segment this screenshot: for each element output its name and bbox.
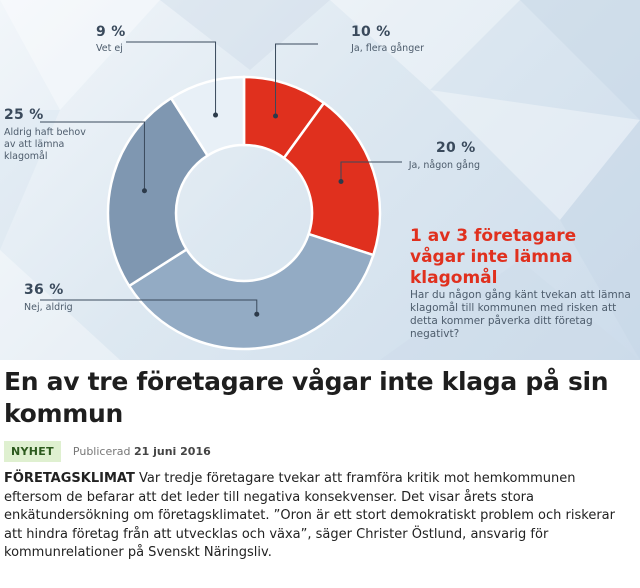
survey-question: Har du någon gång känt tvekan att lämna …: [410, 289, 631, 340]
lead-text: Var tredje företagare tvekar att framför…: [4, 471, 615, 560]
leader-dot-aldrig-behov: [141, 188, 147, 194]
background-facet: [330, 0, 520, 90]
background-facet: [430, 90, 640, 220]
publish-info: Publicerad 21 juni 2016: [73, 445, 211, 458]
value-label-flera-ganger: 10 %: [351, 24, 391, 40]
leader-dot-vet-ej: [213, 112, 219, 118]
background-facet: [520, 0, 640, 120]
article-headline: En av tre företagare vågar inte klaga på…: [4, 367, 609, 428]
background-facet: [160, 0, 330, 70]
published-date: 21 juni 2016: [133, 444, 211, 458]
leader-dot-nej-aldrig: [254, 311, 260, 317]
leader-dot-nagon-gang: [338, 178, 344, 184]
category-label-nagon-gang: Ja, någon gång: [408, 160, 480, 171]
background-facet: [560, 120, 640, 360]
value-label-aldrig-behov: 25 %: [4, 107, 44, 123]
donut-slice-aldrig-behov: [106, 96, 210, 288]
leader-line-flera-ganger: [275, 43, 318, 116]
leader-line-vet-ej: [126, 41, 217, 116]
background-facet: [0, 110, 60, 250]
value-label-vet-ej: 9 %: [96, 24, 126, 40]
article-meta: NYHET Publicerad 21 juni 2016: [0, 430, 640, 462]
leader-dot-flera-ganger: [273, 113, 279, 119]
category-label-flera-ganger: Ja, flera gånger: [351, 43, 424, 54]
category-label-vet-ej: Vet ej: [96, 43, 123, 54]
published-prefix: Publicerad: [72, 444, 131, 458]
background-facet: [0, 0, 160, 110]
category-label-nej-aldrig: Nej, aldrig: [24, 302, 73, 313]
leader-line-nej-aldrig: [40, 299, 258, 315]
leader-line-aldrig-behov: [40, 121, 145, 191]
value-label-nej-aldrig: 36 %: [24, 282, 64, 298]
leader-lines: [40, 41, 402, 317]
background-pattern: [0, 0, 640, 360]
category-tag[interactable]: NYHET: [4, 440, 61, 462]
background-facet: [0, 250, 120, 360]
category-label-aldrig-behov: Aldrig haft behov av att lämna klagomål: [4, 127, 86, 162]
donut-slice-nej-aldrig: [127, 232, 375, 351]
infographic: 9 % Vet ej 10 % Ja, flera gånger 25 % Al…: [0, 0, 640, 360]
leader-line-nagon-gang: [340, 161, 402, 182]
donut-slice-vet-ej: [169, 75, 246, 158]
lead-kicker: FÖRETAGSKLIMAT: [4, 471, 135, 486]
article-lead: FÖRETAGSKLIMAT Var tredje företagare tve…: [0, 462, 640, 563]
value-label-nagon-gang: 20 %: [436, 140, 476, 156]
donut-chart: [0, 0, 640, 360]
highlight-callout: 1 av 3 företagare vågar inte lämna klago…: [410, 226, 577, 288]
donut-slices: [106, 75, 382, 351]
donut-slice-nagon-gang: [282, 101, 382, 257]
background-facet: [380, 260, 640, 360]
